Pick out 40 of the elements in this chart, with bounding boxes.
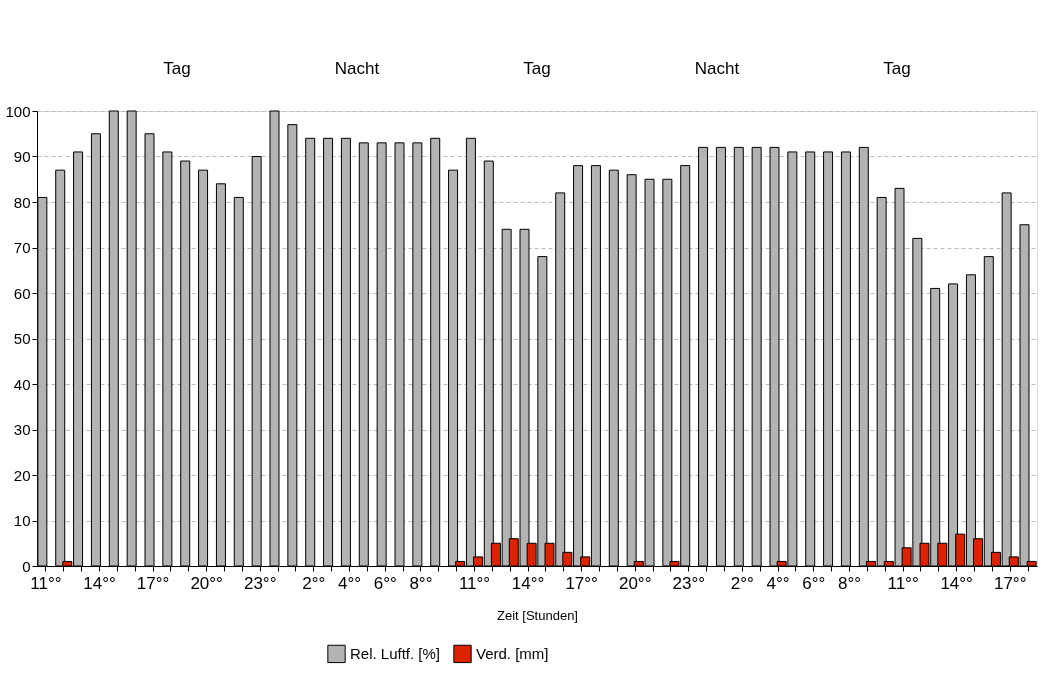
x-tick-label: 23°° [243,573,277,593]
y-tick-label: 100 [5,102,31,120]
x-tick-label: 17°° [565,573,598,593]
legend-label: Rel. Luftf. [%] [350,644,441,662]
x-tick-label: 6°° [373,573,397,593]
text: Nacht [694,59,740,78]
x-tick-label: 8°° [409,573,433,593]
x-tick-label: 8°° [837,573,862,593]
x-tick-label: 17°° [993,573,1027,593]
x-tick-label: 6°° [802,573,826,593]
x-tick-label: 14°° [940,573,973,593]
x-tick-label: 14°° [511,573,545,593]
text: Tag [883,59,911,78]
y-tick-label: 0 [22,557,31,575]
x-tick-label: 20°° [618,573,652,593]
x-tick-label: 11°° [887,573,919,593]
x-tick-label: 17°° [136,573,170,593]
x-tick-label: 2°° [730,573,754,593]
x-tick-label: 14°° [83,573,116,593]
legend-label: Verd. [mm] [476,644,549,662]
text: Tag [523,59,551,78]
x-tick-label: 2°° [302,573,326,593]
y-tick-label: 30 [13,421,31,438]
y-tick-label: 80 [13,193,31,211]
text: Tag [163,59,191,78]
x-tick-label: 4°° [337,573,362,593]
text: Nacht [334,59,380,78]
x-axis-title: Zeit [Stunden] [497,607,578,623]
x-tick-label: 23°° [672,573,706,593]
x-tick-label: 4°° [766,573,790,593]
y-tick-label: 50 [13,330,31,347]
y-tick-label: 70 [13,239,31,256]
y-tick-label: 20 [13,466,31,484]
y-tick-label: 40 [13,375,31,393]
y-tick-label: 60 [13,284,31,302]
x-tick-label: 11°° [30,573,62,593]
x-tick-label: 11°° [458,573,491,593]
y-tick-label: 10 [13,512,31,529]
x-tick-label: 20°° [190,573,223,593]
y-tick-label: 90 [13,148,31,165]
